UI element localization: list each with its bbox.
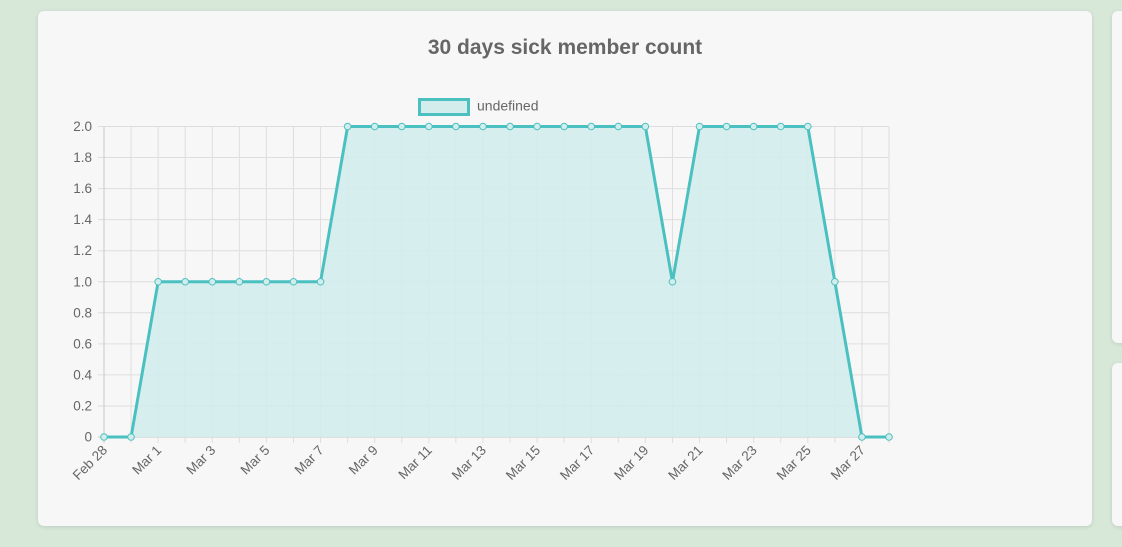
- y-tick-label: 1.4: [73, 212, 92, 227]
- x-tick-label: Mar 23: [719, 443, 759, 483]
- data-point: [560, 122, 568, 131]
- data-point: [127, 433, 135, 441]
- series-area-fill: [104, 126, 889, 437]
- x-tick-label: Mar 3: [183, 443, 218, 478]
- data-point: [452, 122, 460, 131]
- y-tick-label: 1.0: [73, 274, 92, 289]
- data-point: [614, 122, 623, 131]
- data-point: [587, 122, 596, 131]
- y-tick-label: 1.8: [73, 150, 92, 165]
- legend-swatch: [418, 98, 470, 116]
- legend-label: undefined: [477, 98, 539, 114]
- data-point: [695, 122, 704, 131]
- x-tick-label: Mar 15: [503, 443, 543, 483]
- side-panel-top: [1112, 11, 1122, 343]
- data-point: [831, 277, 839, 286]
- data-point: [397, 122, 406, 131]
- data-point: [479, 122, 487, 131]
- x-tick-label: Mar 9: [346, 443, 381, 478]
- y-tick-label: 1.6: [73, 181, 92, 196]
- x-tick-label: Mar 13: [449, 443, 489, 483]
- data-point: [425, 122, 433, 131]
- data-point: [668, 277, 677, 286]
- x-tick-label: Feb 28: [70, 443, 110, 483]
- data-point: [506, 122, 514, 131]
- y-tick-label: 0.6: [73, 336, 92, 351]
- data-point: [181, 277, 190, 286]
- chart-title: 30 days sick member count: [427, 36, 703, 59]
- chart-area-layer: [100, 122, 893, 441]
- data-point: [343, 122, 352, 131]
- data-point: [262, 277, 271, 286]
- x-tick-label: Mar 5: [238, 443, 273, 478]
- y-tick-label: 0.8: [73, 305, 92, 320]
- data-point: [803, 122, 812, 131]
- data-point: [722, 122, 731, 131]
- x-tick-label: Mar 25: [774, 443, 814, 483]
- chart-legend: undefined: [418, 98, 539, 116]
- data-point: [885, 433, 893, 441]
- x-tick-label: Mar 17: [557, 443, 597, 483]
- data-point: [316, 277, 325, 286]
- data-point: [858, 433, 866, 441]
- y-tick-label: 0: [84, 430, 92, 445]
- data-point: [641, 122, 650, 131]
- data-point: [370, 122, 379, 131]
- x-tick-label: Mar 7: [292, 443, 327, 478]
- data-point: [749, 122, 758, 131]
- data-point: [533, 122, 541, 131]
- x-tick-label: Mar 11: [395, 443, 435, 483]
- y-tick-label: 2.0: [73, 119, 92, 134]
- side-panel-bottom: [1112, 363, 1122, 526]
- y-tick-label: 1.2: [73, 243, 92, 258]
- data-point: [235, 277, 244, 286]
- data-point: [154, 277, 162, 286]
- data-point: [208, 277, 217, 286]
- series-line: [104, 125, 889, 439]
- y-tick-label: 0.2: [73, 398, 92, 413]
- x-tick-label: Mar 19: [611, 443, 651, 483]
- data-point: [289, 277, 298, 286]
- data-point: [100, 433, 108, 441]
- x-tick-label: Mar 21: [665, 443, 705, 483]
- x-tick-label: Mar 1: [129, 443, 164, 478]
- chart-card: 30 days sick member count 2.0 1.8 1.6 1.4 1.…: [38, 11, 1092, 526]
- x-tick-label: Mar 27: [828, 443, 868, 483]
- y-tick-label: 0.4: [73, 367, 92, 382]
- data-point: [776, 122, 785, 131]
